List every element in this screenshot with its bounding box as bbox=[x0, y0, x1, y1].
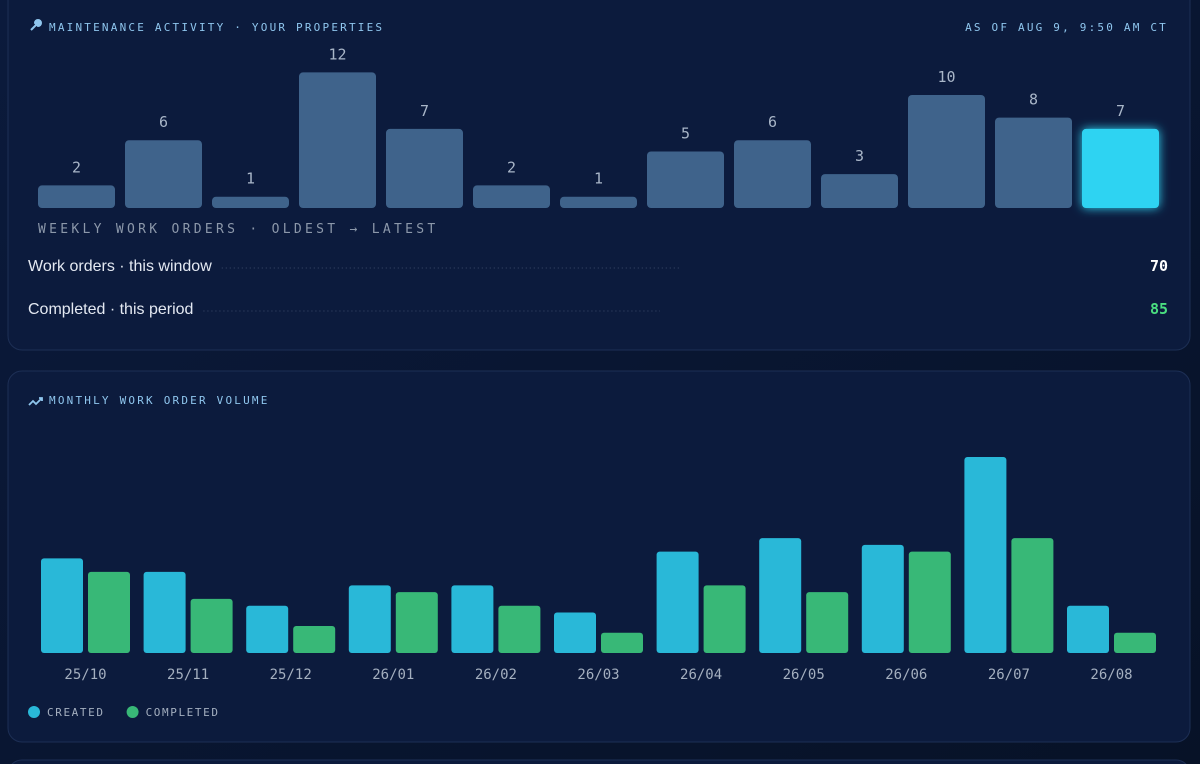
bar bbox=[498, 605, 541, 653]
bar bbox=[908, 95, 985, 208]
x-tick-label: 26/02 bbox=[475, 667, 517, 683]
bar bbox=[1067, 605, 1109, 653]
stat-value: 85 bbox=[1150, 300, 1168, 318]
value-label: 7 bbox=[420, 102, 429, 120]
trend-icon bbox=[28, 397, 43, 406]
bar bbox=[1011, 538, 1054, 653]
value-label: 1 bbox=[594, 170, 603, 188]
x-tick-label: 26/03 bbox=[577, 667, 619, 683]
value-label: 10 bbox=[937, 68, 955, 86]
bar bbox=[1114, 632, 1156, 653]
timestamp: AS OF AUG 9, 9:50 AM CT bbox=[965, 21, 1168, 34]
x-tick-label: 25/11 bbox=[167, 667, 209, 683]
value-label: 6 bbox=[159, 113, 168, 131]
x-tick-label: 26/06 bbox=[885, 667, 927, 683]
legend-swatch bbox=[28, 706, 40, 718]
bar bbox=[656, 551, 699, 653]
bar bbox=[143, 571, 186, 653]
legend-swatch bbox=[126, 706, 139, 718]
bar bbox=[125, 140, 202, 208]
value-label: 7 bbox=[1116, 102, 1125, 120]
bar bbox=[1082, 128, 1159, 208]
x-tick-label: 26/01 bbox=[372, 667, 414, 683]
stat-label: Completed · this period bbox=[28, 301, 193, 318]
value-label: 5 bbox=[681, 125, 690, 143]
bar bbox=[560, 196, 637, 208]
value-label: 2 bbox=[507, 158, 516, 176]
bar bbox=[703, 585, 746, 653]
key-icon bbox=[30, 19, 42, 31]
value-label: 6 bbox=[768, 113, 777, 131]
bar bbox=[601, 632, 643, 653]
legend-label: CREATED bbox=[47, 706, 105, 719]
bar bbox=[38, 185, 115, 208]
bar bbox=[246, 605, 289, 653]
bar bbox=[395, 592, 438, 653]
value-label: 3 bbox=[855, 147, 864, 165]
panel-title: MAINTENANCE ACTIVITY · YOUR PROPERTIES bbox=[49, 21, 384, 34]
bar bbox=[88, 571, 130, 653]
bar bbox=[386, 128, 463, 208]
value-label: 8 bbox=[1029, 91, 1038, 109]
bar bbox=[41, 558, 83, 653]
bar bbox=[806, 592, 849, 653]
bar bbox=[451, 585, 494, 653]
bar bbox=[473, 185, 550, 208]
stat-value: 70 bbox=[1150, 257, 1168, 275]
x-tick-label: 26/07 bbox=[988, 667, 1030, 683]
bar bbox=[293, 625, 336, 653]
bar bbox=[348, 585, 391, 653]
stat-label: Work orders · this window bbox=[28, 258, 212, 275]
legend-label: COMPLETED bbox=[146, 706, 220, 719]
bar bbox=[995, 117, 1072, 208]
x-tick-label: 25/12 bbox=[270, 667, 312, 683]
x-tick-label: 26/04 bbox=[680, 667, 722, 683]
x-tick-label: 26/05 bbox=[783, 667, 825, 683]
bar bbox=[190, 598, 233, 653]
bar bbox=[299, 72, 376, 209]
bar bbox=[212, 196, 289, 208]
bar bbox=[554, 612, 596, 653]
value-label: 2 bbox=[72, 158, 81, 176]
value-label: 12 bbox=[328, 45, 346, 63]
x-axis-label: WEEKLY WORK ORDERS · OLDEST → LATEST bbox=[38, 222, 439, 237]
bar bbox=[759, 538, 802, 653]
x-tick-label: 25/10 bbox=[64, 667, 106, 683]
bar bbox=[861, 544, 904, 653]
bar bbox=[964, 457, 1007, 653]
chart-title: MONTHLY WORK ORDER VOLUME bbox=[49, 394, 270, 407]
panel bbox=[11, 759, 1187, 764]
bar bbox=[647, 151, 724, 208]
bar bbox=[908, 551, 951, 653]
x-tick-label: 26/08 bbox=[1090, 667, 1132, 683]
bar bbox=[734, 140, 811, 208]
value-label: 1 bbox=[246, 170, 255, 188]
bar bbox=[821, 174, 898, 208]
